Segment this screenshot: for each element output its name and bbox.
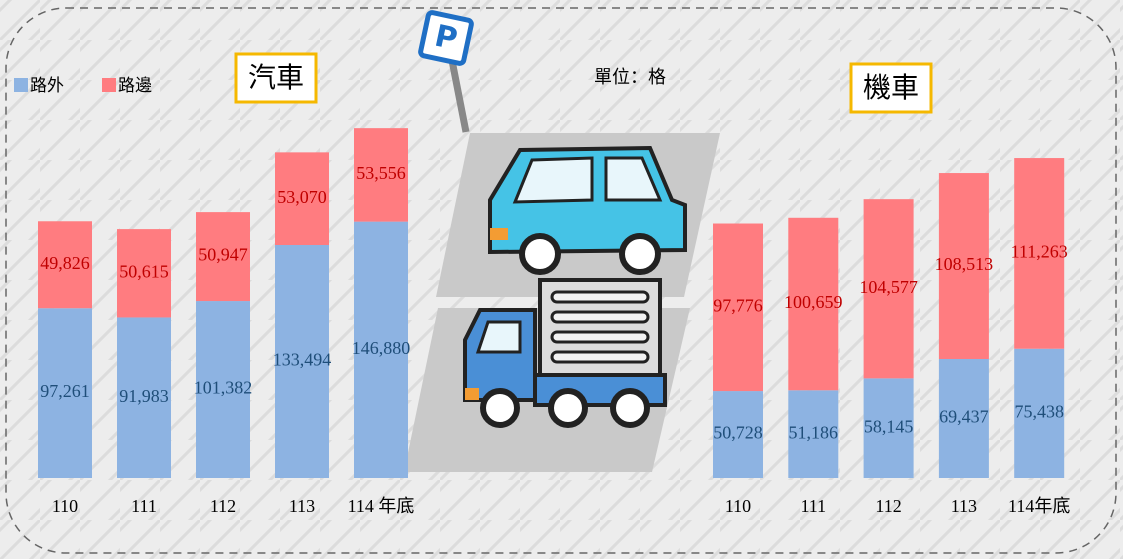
data-label: 69,437: [939, 407, 989, 427]
data-label: 101,382: [194, 378, 253, 398]
bar-segment: [275, 244, 329, 478]
data-label: 51,186: [789, 422, 839, 442]
data-label: 75,438: [1014, 401, 1064, 421]
x-tick-label: 113: [289, 496, 315, 516]
data-label: 50,615: [119, 261, 169, 281]
bar-segment: [1014, 348, 1065, 478]
data-label: 111,263: [1011, 242, 1068, 262]
unit-label: 單位：格: [594, 67, 666, 88]
data-label: 97,261: [40, 381, 90, 401]
title-box: [234, 52, 318, 104]
bar-segment: [354, 221, 408, 479]
x-tick-label: 111: [131, 496, 157, 516]
bar-segment: [863, 199, 914, 379]
data-label: 50,728: [713, 423, 763, 443]
bar-segment: [196, 212, 250, 302]
data-label: 97,776: [713, 295, 763, 315]
bar-segment: [117, 317, 171, 478]
x-tick-label: 112: [210, 496, 236, 516]
legend-label: 路邊: [118, 76, 152, 96]
x-tick-label: 110: [725, 496, 751, 516]
data-label: 53,556: [356, 163, 406, 183]
title-box: [849, 62, 933, 114]
data-label: 50,947: [198, 245, 248, 265]
bar-segment: [117, 229, 171, 318]
bar-segment: [275, 152, 329, 245]
bar-segment: [354, 128, 408, 222]
legend-label: 路外: [30, 76, 64, 96]
data-label: 104,577: [859, 277, 918, 297]
bar-segment: [38, 221, 92, 309]
bar-segment: [713, 223, 763, 392]
chart-title: 機車: [863, 71, 919, 104]
data-label: 58,145: [864, 416, 914, 436]
legend-swatch: [14, 78, 28, 92]
bar-segment: [863, 378, 914, 478]
chart-title: 汽車: [248, 61, 304, 94]
data-label: 146,880: [352, 338, 411, 358]
parking-illustration: P: [404, 10, 720, 472]
x-tick-label: 114年底: [1008, 496, 1070, 516]
bar-segment: [1014, 158, 1065, 349]
bar-segment: [196, 301, 250, 478]
bar-segment: [788, 217, 839, 391]
data-label: 100,659: [784, 292, 843, 312]
x-tick-label: 114 年底: [348, 496, 415, 516]
data-label: 133,494: [273, 350, 332, 370]
bar-segment: [788, 390, 839, 478]
bar-segment: [38, 308, 92, 478]
bar-segment: [938, 359, 989, 478]
data-label: 53,070: [277, 187, 327, 207]
data-label: 91,983: [119, 386, 169, 406]
x-tick-label: 113: [951, 496, 977, 516]
bar-segment: [938, 173, 989, 360]
data-label: 108,513: [935, 254, 994, 274]
data-label: 49,826: [40, 253, 90, 273]
dashed-border: [5, 7, 1117, 554]
x-tick-label: 110: [52, 496, 78, 516]
bar-segment: [713, 391, 763, 478]
legend-swatch: [102, 78, 116, 92]
x-tick-label: 112: [875, 496, 901, 516]
x-tick-label: 111: [800, 496, 826, 516]
